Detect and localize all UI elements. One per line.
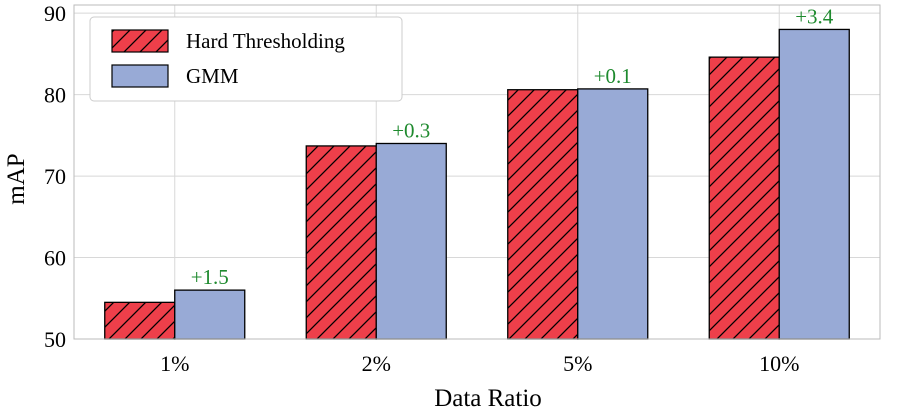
bar-gmm [375,142,447,340]
delta-label: +0.3 [392,118,430,142]
bars: +1.5 +0.3 +0.1 +3.4 [104,4,850,340]
delta-label: +0.1 [594,64,632,88]
bar-hatch-hard-thresholding [709,57,780,339]
y-tick-label: 50 [44,327,66,352]
bar-gmm [174,289,246,340]
axis-ticks: 50 60 70 80 90 1% 2% 5% 10% [44,1,799,376]
legend-hatch-hard-thresholding [112,30,168,52]
plot-frame [73,4,881,340]
bar-gmm [577,88,649,340]
legend: Hard Thresholding GMM [89,16,403,102]
legend-label-hard-thresholding: Hard Thresholding [186,29,345,53]
x-tick-label: 1% [160,351,189,376]
x-tick-label: 10% [759,351,799,376]
delta-label: +1.5 [191,265,229,289]
bar-hatch-hard-thresholding [306,145,377,339]
y-tick-label: 60 [44,246,66,271]
y-tick-label: 80 [44,83,66,108]
delta-label: +3.4 [795,4,834,28]
legend-swatch-gmm [111,64,169,88]
bar-hatch-hard-thresholding [507,89,578,339]
y-tick-label: 70 [44,164,66,189]
x-tick-label: 5% [563,351,592,376]
y-tick-label: 90 [44,1,66,26]
x-axis-label: Data Ratio [434,385,542,412]
y-axis-label: mAP [3,153,30,204]
bar-hatch-hard-thresholding [104,302,175,339]
bar-gmm [778,28,850,340]
legend-label-gmm: GMM [186,64,239,88]
x-tick-label: 2% [362,351,391,376]
